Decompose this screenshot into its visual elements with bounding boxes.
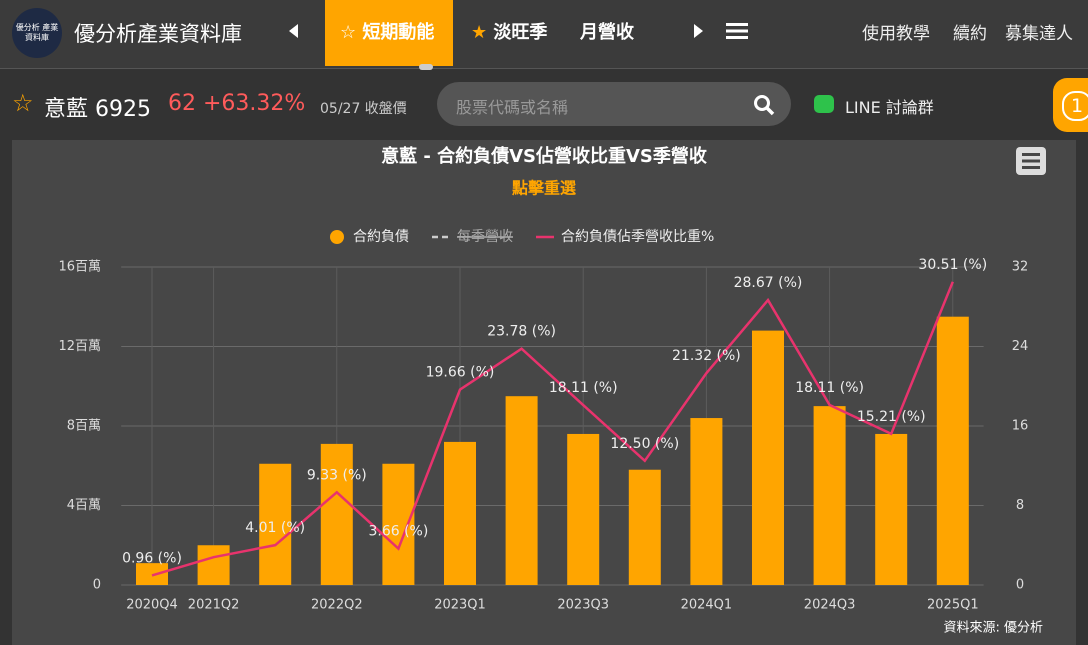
line bbox=[151, 281, 954, 577]
data-label: 18.11 (%) bbox=[795, 380, 864, 396]
search-placeholder: 股票代碼或名稱 bbox=[456, 98, 569, 117]
y-tick-label: 16百萬 bbox=[58, 260, 101, 275]
top-link[interactable]: 募集達人 bbox=[1005, 24, 1073, 44]
bar bbox=[567, 433, 600, 585]
bar bbox=[875, 433, 908, 585]
nav-label: 淡旺季 bbox=[493, 22, 548, 43]
y2-tick-label: 16 bbox=[1012, 419, 1029, 434]
y2-tick-label: 8 bbox=[1016, 498, 1024, 513]
data-label: 0.96 (%) bbox=[122, 550, 182, 566]
data-label: 9.33 (%) bbox=[307, 467, 367, 483]
data-label: 23.78 (%) bbox=[487, 324, 556, 340]
stock-name: 意藍 6925 bbox=[44, 91, 151, 123]
change: +63.32% bbox=[203, 91, 306, 116]
top-bar bbox=[0, 0, 1088, 69]
favorite-star[interactable]: ☆ bbox=[12, 89, 34, 117]
x-tick-label: 2024Q3 bbox=[804, 598, 856, 613]
bar bbox=[690, 418, 723, 585]
legend-label[interactable]: 合約負債佔季營收比重% bbox=[561, 229, 714, 245]
nav-tab[interactable]: ★ 淡旺季 bbox=[471, 22, 548, 43]
stock-name-text: 意藍 bbox=[44, 97, 89, 122]
data-label: 3.66 (%) bbox=[368, 524, 428, 540]
line-group-link[interactable]: LINE 討論群 bbox=[845, 98, 934, 117]
data-label: 21.32 (%) bbox=[672, 348, 741, 364]
logo[interactable]: 優分析 產業資料庫 bbox=[12, 8, 62, 58]
bar bbox=[936, 316, 969, 585]
site-title[interactable]: 優分析產業資料庫 bbox=[74, 22, 242, 46]
search-icon[interactable] bbox=[753, 94, 775, 116]
bar bbox=[505, 396, 538, 585]
price-date: 05/27 收盤價 bbox=[320, 101, 407, 117]
x-tick-label: 2023Q1 bbox=[434, 598, 486, 613]
prev-arrow[interactable] bbox=[286, 22, 302, 40]
data-label: 19.66 (%) bbox=[426, 365, 495, 381]
chart-source: 資料來源: 優分析 bbox=[943, 621, 1043, 636]
chart-subtitle[interactable]: 點擊重選 bbox=[512, 179, 576, 198]
legend-marker bbox=[330, 230, 344, 244]
chart-menu-line bbox=[1022, 153, 1040, 156]
x-tick-label: 2020Q4 bbox=[126, 598, 178, 613]
data-label: 12.50 (%) bbox=[610, 436, 679, 452]
y2-tick-label: 24 bbox=[1012, 339, 1029, 354]
chart-menu-line bbox=[1022, 159, 1040, 163]
y2-tick-label: 32 bbox=[1012, 260, 1029, 275]
x-tick-label: 2021Q2 bbox=[188, 598, 240, 613]
y-tick-label: 0 bbox=[93, 578, 101, 593]
chart-menu-line bbox=[1022, 166, 1040, 169]
price: 62 bbox=[168, 91, 196, 116]
stock-code: 6925 bbox=[95, 97, 152, 122]
data-label: 30.51 (%) bbox=[918, 257, 987, 273]
bar bbox=[136, 563, 168, 585]
bar bbox=[197, 545, 230, 585]
bar bbox=[259, 463, 292, 585]
nav-tab[interactable]: 月營收 bbox=[580, 22, 634, 43]
bar bbox=[320, 443, 353, 585]
search-box[interactable] bbox=[437, 82, 791, 126]
bar bbox=[813, 406, 846, 585]
data-label: 4.01 (%) bbox=[245, 520, 305, 536]
legend-label[interactable]: 合約負債 bbox=[353, 229, 409, 245]
next-arrow[interactable] bbox=[690, 22, 706, 40]
badge-circle: 1 bbox=[1062, 91, 1088, 121]
nav-tab-active[interactable] bbox=[325, 0, 453, 66]
bar bbox=[752, 330, 784, 585]
y2-tick-label: 0 bbox=[1016, 578, 1024, 593]
data-label: 18.11 (%) bbox=[549, 380, 618, 396]
menu-icon[interactable] bbox=[726, 21, 748, 41]
x-tick-label: 2024Q1 bbox=[681, 598, 733, 613]
x-tick-label: 2022Q2 bbox=[311, 598, 363, 613]
chart-title: 意藍 - 合約負債VS佔營收比重VS季營收 bbox=[381, 145, 707, 167]
y-tick-label: 8百萬 bbox=[67, 419, 101, 434]
bar bbox=[628, 469, 661, 585]
top-link[interactable]: 使用教學 bbox=[862, 24, 930, 44]
x-tick-label: 2025Q1 bbox=[927, 598, 979, 613]
x-tick-label: 2023Q3 bbox=[557, 598, 609, 613]
nav-tab[interactable]: ☆ 短期動能 bbox=[340, 22, 435, 43]
y-tick-label: 4百萬 bbox=[67, 498, 101, 513]
scroll-indicator bbox=[419, 64, 433, 70]
badge[interactable] bbox=[1053, 78, 1088, 132]
y-tick-label: 12百萬 bbox=[58, 339, 101, 354]
top-link[interactable]: 續約 bbox=[953, 24, 987, 44]
stock-price: 62 +63.32% bbox=[168, 91, 305, 116]
data-label: 15.21 (%) bbox=[857, 409, 926, 425]
data-label: 28.67 (%) bbox=[734, 275, 803, 291]
nav-label: 短期動能 bbox=[362, 22, 435, 43]
line-icon bbox=[814, 95, 834, 113]
bar bbox=[444, 441, 476, 585]
